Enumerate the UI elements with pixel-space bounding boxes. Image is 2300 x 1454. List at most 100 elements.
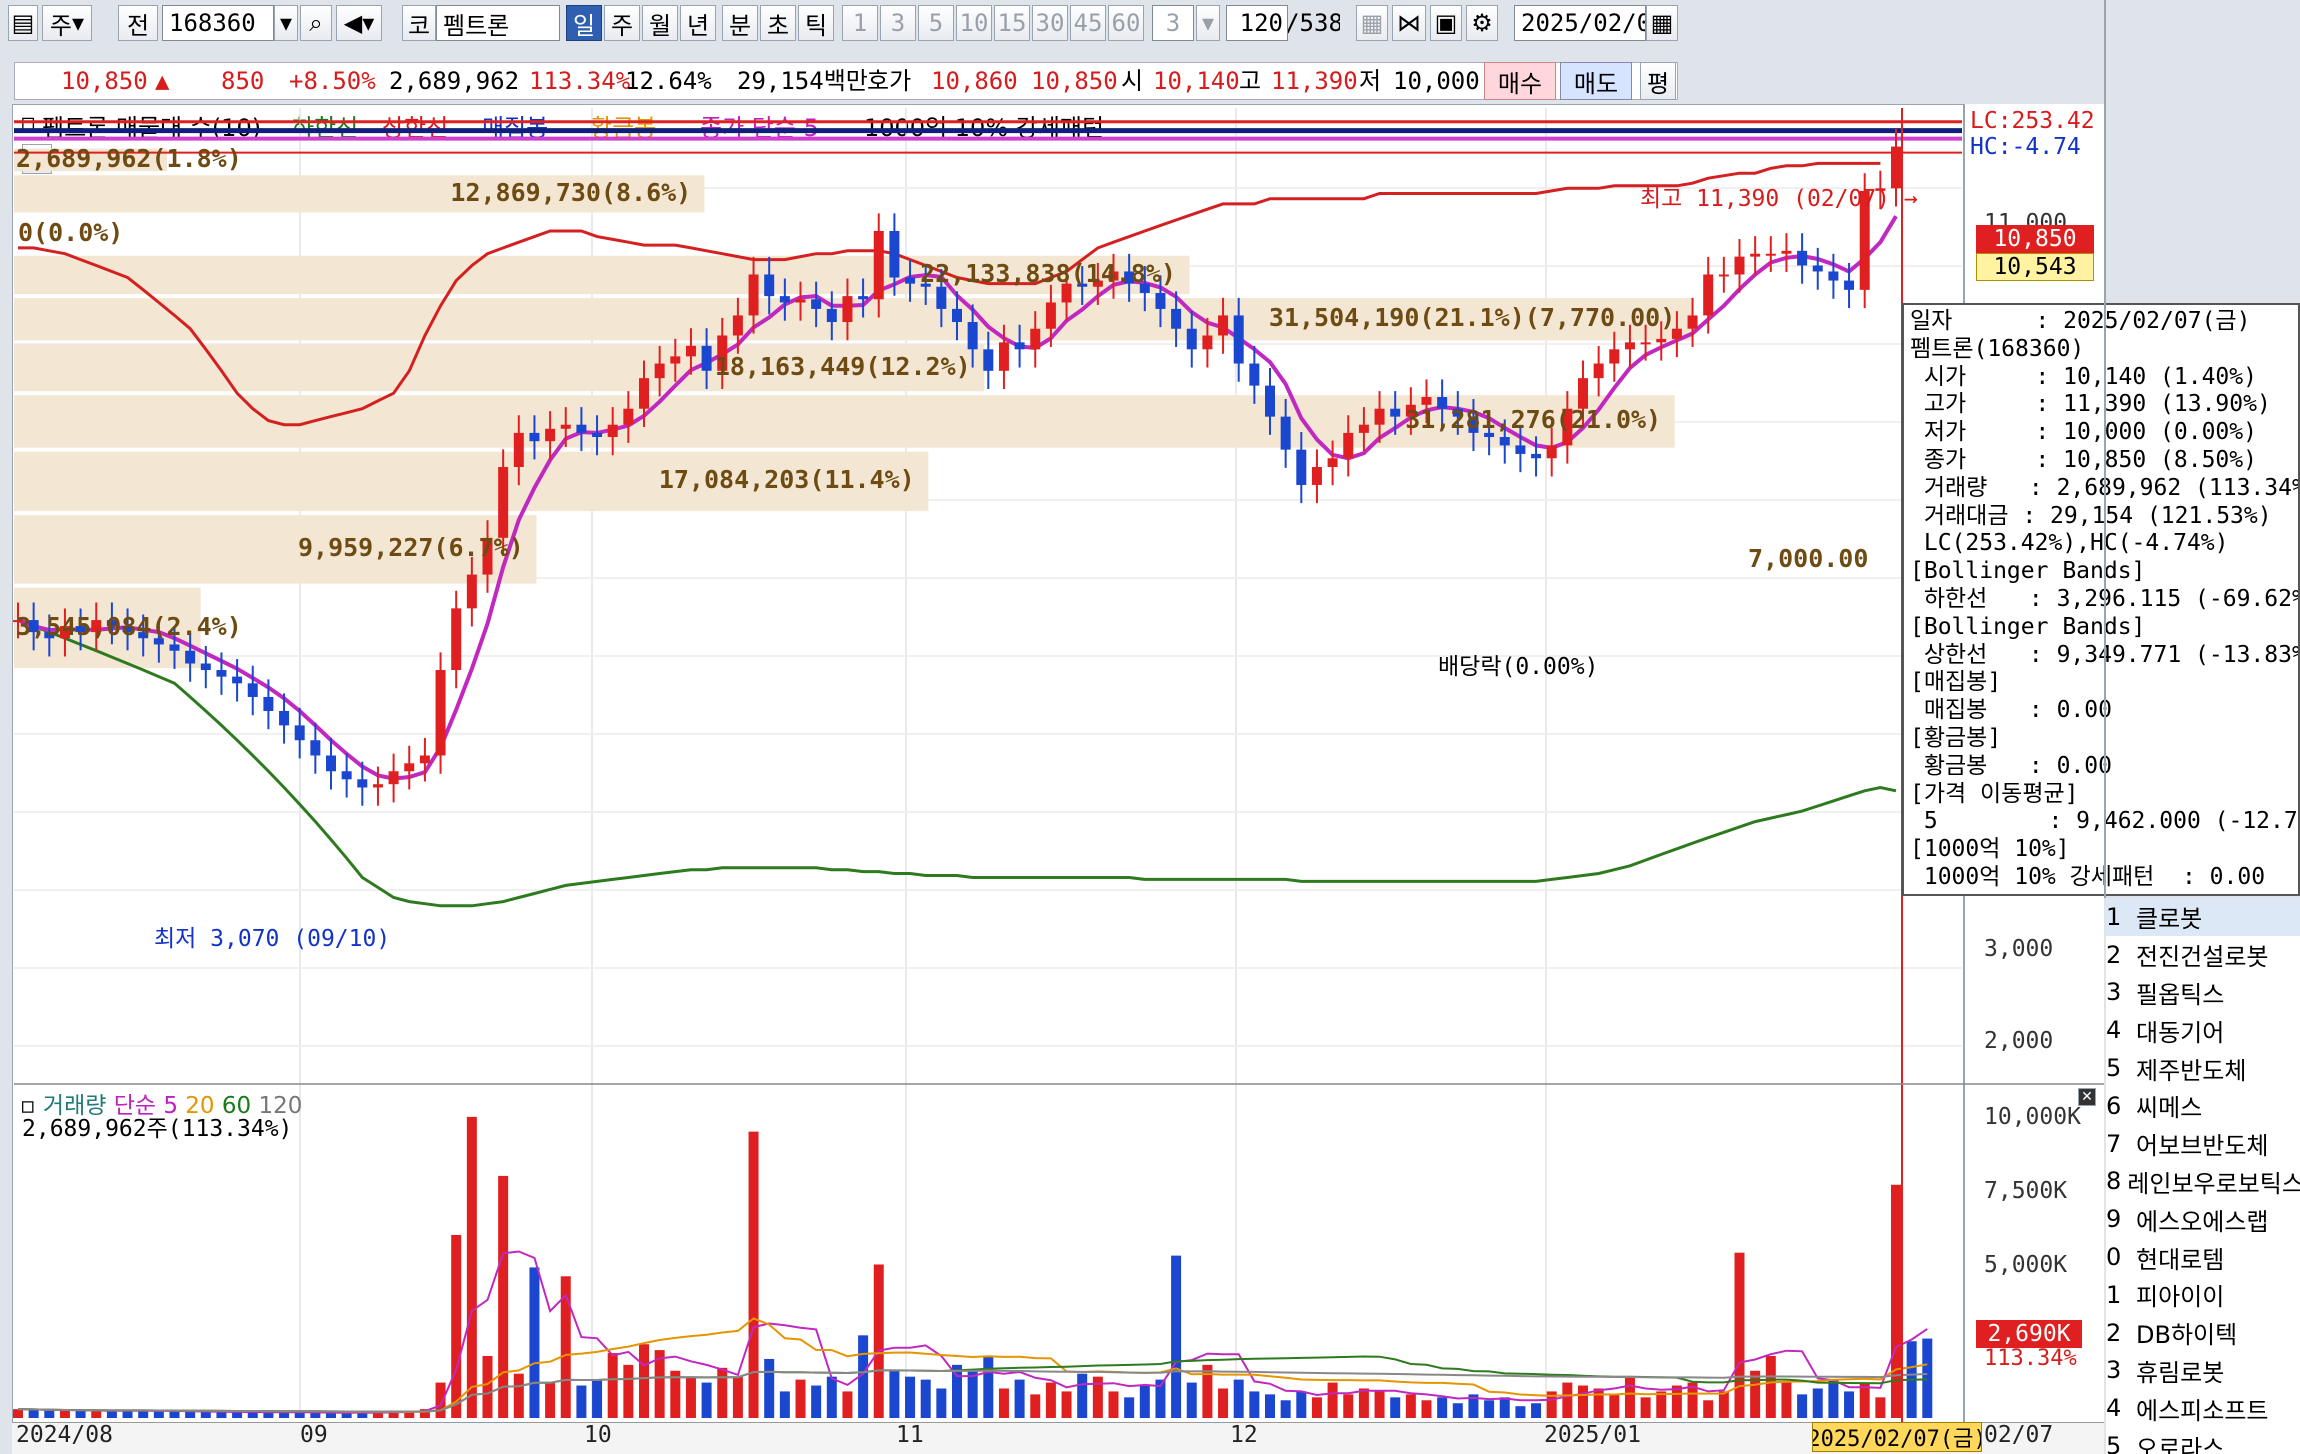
rank-number: 3 — [2106, 978, 2122, 1007]
vol-legend-20[interactable]: 20 — [185, 1093, 215, 1119]
rank-item[interactable]: 2 DB하이텍 — [2106, 1314, 2300, 1352]
count-total: /538 — [1288, 9, 1340, 37]
code-input[interactable]: 168360 — [162, 5, 274, 41]
vol-tick-10000k: 10,000K — [1984, 1104, 2081, 1130]
x-tick-sep: 09 — [300, 1422, 328, 1448]
high-annotation: 최고 11,390 (02/07) → — [1640, 186, 1918, 212]
rank-item[interactable]: 9 에스오에스랩 — [2106, 1200, 2300, 1238]
rank-name: 전진건설로봇 — [2136, 943, 2269, 972]
legend-gold[interactable]: 황금봉 — [590, 114, 657, 142]
price-band-label: 2,689,962(1.8%) — [16, 143, 242, 173]
high-label: 고 — [1239, 67, 1262, 95]
rank-item[interactable]: 6 씨메스 — [2106, 1087, 2300, 1125]
price-band-label: 18,163,449(12.2%) — [714, 351, 971, 381]
search-icon[interactable]: ⌕ — [300, 5, 332, 41]
stock-name-field[interactable]: 펨트론 — [436, 5, 560, 41]
minute-60-button[interactable]: 60 — [1108, 5, 1144, 41]
calendar-icon[interactable]: ▦ — [1646, 5, 1678, 41]
rank-item[interactable]: 8 레인보우로보틱스 — [2106, 1163, 2300, 1201]
minute-3-button[interactable]: 3 — [880, 5, 916, 41]
period-mode-button[interactable]: 전 — [118, 5, 158, 41]
unit-dropdown-icon[interactable]: ▾ — [1196, 5, 1220, 41]
rank-name: 클로봇 — [2136, 905, 2203, 934]
ask-price: 10,860 — [931, 67, 1018, 95]
rank-number: 1 — [2106, 902, 2122, 931]
eval-button[interactable]: 평 — [1640, 62, 1676, 100]
sell-button[interactable]: 매도 — [1560, 62, 1632, 100]
rank-item[interactable]: 4 에스피소프트 — [2106, 1389, 2300, 1427]
tab-timeframe-week[interactable]: 주 — [604, 5, 640, 41]
legend-pattern[interactable]: 1000억 10% 강세패턴 — [864, 114, 1105, 142]
minute-5-button[interactable]: 5 — [918, 5, 954, 41]
rank-name: 휴림로봇 — [2136, 1358, 2225, 1387]
window-menu-icon[interactable]: ▤ — [8, 5, 38, 41]
count-input[interactable]: 120 — [1226, 5, 1288, 41]
rank-item[interactable]: 4 대동기어 — [2106, 1011, 2300, 1049]
grid-icon[interactable]: ▦ — [1356, 5, 1388, 41]
quote-bar: 10,850 ▲ 850 +8.50% 2,689,962 113.34% 12… — [14, 62, 1678, 100]
volume-legend: ▫ 거래량 단순 5 20 60 120 — [20, 1093, 303, 1119]
tooltip-line: 거래량 : 2,689,962 (113.34%) — [1923, 474, 2298, 501]
legend-main[interactable]: 펨트론 매물대 수(10) — [42, 114, 262, 142]
rank-item[interactable]: 5 제주반도체 — [2106, 1049, 2300, 1087]
legend-close-sma[interactable]: 종가 단순 5 — [700, 114, 819, 142]
rank-item[interactable]: 1 피아이이 — [2106, 1276, 2300, 1314]
scrollbar[interactable] — [2104, 0, 2106, 898]
minute-15-button[interactable]: 15 — [994, 5, 1030, 41]
volume-ratio: 113.34% — [529, 67, 631, 95]
y-tick-3000: 3,000 — [1984, 936, 2054, 962]
minute-45-button[interactable]: 45 — [1070, 5, 1106, 41]
rank-item[interactable]: 2 전진건설로봇 — [2106, 936, 2300, 974]
band-marker: 7,000.00 — [1748, 544, 1869, 573]
minute-30-button[interactable]: 30 — [1032, 5, 1068, 41]
rank-item[interactable]: 5 오로라스 — [2106, 1427, 2300, 1454]
buy-button[interactable]: 매수 — [1484, 62, 1556, 100]
volume-value: 2,689,962 — [389, 67, 520, 95]
legend-lower-band[interactable]: 하한선 — [292, 114, 359, 142]
tab-timeframe-year[interactable]: 년 — [680, 5, 716, 41]
rank-item[interactable]: 7 어보브반도체 — [2106, 1125, 2300, 1163]
date-input[interactable]: 2025/02/07 — [1514, 5, 1646, 41]
rank-name: 현대로템 — [2136, 1245, 2225, 1274]
legend-accum[interactable]: 매집봉 — [482, 114, 549, 142]
rank-item[interactable]: 1 클로봇 — [2106, 898, 2300, 936]
minute-10-button[interactable]: 10 — [956, 5, 992, 41]
rank-item[interactable]: 3 필옵틱스 — [2106, 974, 2300, 1012]
vol-legend-title[interactable]: 거래량 — [42, 1093, 107, 1119]
rank-item[interactable]: 0 현대로템 — [2106, 1238, 2300, 1276]
sound-icon[interactable]: ◀▾ — [336, 5, 382, 41]
line-tool-icon[interactable]: ⋈ — [1392, 5, 1426, 41]
rank-item[interactable]: 3 휴림로봇 — [2106, 1352, 2300, 1390]
tab-timeframe-day[interactable]: 일 — [566, 5, 602, 41]
vol-legend-ma[interactable]: 단순 5 — [113, 1093, 178, 1119]
code-dropdown-icon[interactable]: ▾ — [274, 5, 298, 41]
save-icon[interactable]: ▣ — [1430, 5, 1462, 41]
close-icon[interactable]: ✕ — [2078, 1088, 2096, 1106]
tab-timeframe-second[interactable]: 초 — [760, 5, 796, 41]
price-band-label: 22,133,838(14.8%) — [920, 258, 1176, 288]
low-label: 저 — [1359, 67, 1382, 95]
price-band-label: 12,869,730(8.6%) — [450, 177, 692, 207]
current-price: 10,850 — [61, 67, 148, 95]
rank-number: 3 — [2106, 1356, 2122, 1385]
tab-timeframe-month[interactable]: 월 — [642, 5, 678, 41]
price-band-label: 31,281,276(21.0%) — [1405, 405, 1662, 435]
tooltip-line: 시가 : 10,140 (1.40%) — [1910, 363, 2257, 390]
rank-number: 8 — [2106, 1167, 2122, 1196]
vol-tick-5000k: 5,000K — [1984, 1252, 2068, 1278]
price-box: 10,850 — [1976, 225, 2094, 253]
minute-1-button[interactable]: 1 — [842, 5, 878, 41]
tab-timeframe-tick[interactable]: 틱 — [798, 5, 834, 41]
vol-legend-60[interactable]: 60 — [221, 1093, 252, 1119]
vol-legend-120[interactable]: 120 — [258, 1093, 303, 1119]
tooltip-line: 하한선 : 3,296.115 (-69.62%) — [1923, 585, 2298, 612]
hc-label: HC:-4.74 — [1970, 134, 2081, 160]
unit-input[interactable]: 3 — [1152, 5, 1194, 41]
gear-icon[interactable]: ⚙ — [1466, 5, 1498, 41]
market-select[interactable]: 주 ▾ — [42, 5, 92, 41]
x-tick-feb: 02/07 — [1984, 1422, 2054, 1448]
legend-upper-band[interactable]: 상한선 — [382, 114, 449, 142]
tab-timeframe-minute[interactable]: 분 — [722, 5, 758, 41]
rank-number: 1 — [2106, 1280, 2122, 1309]
vol-pct-label: 113.34% — [1984, 1346, 2077, 1371]
